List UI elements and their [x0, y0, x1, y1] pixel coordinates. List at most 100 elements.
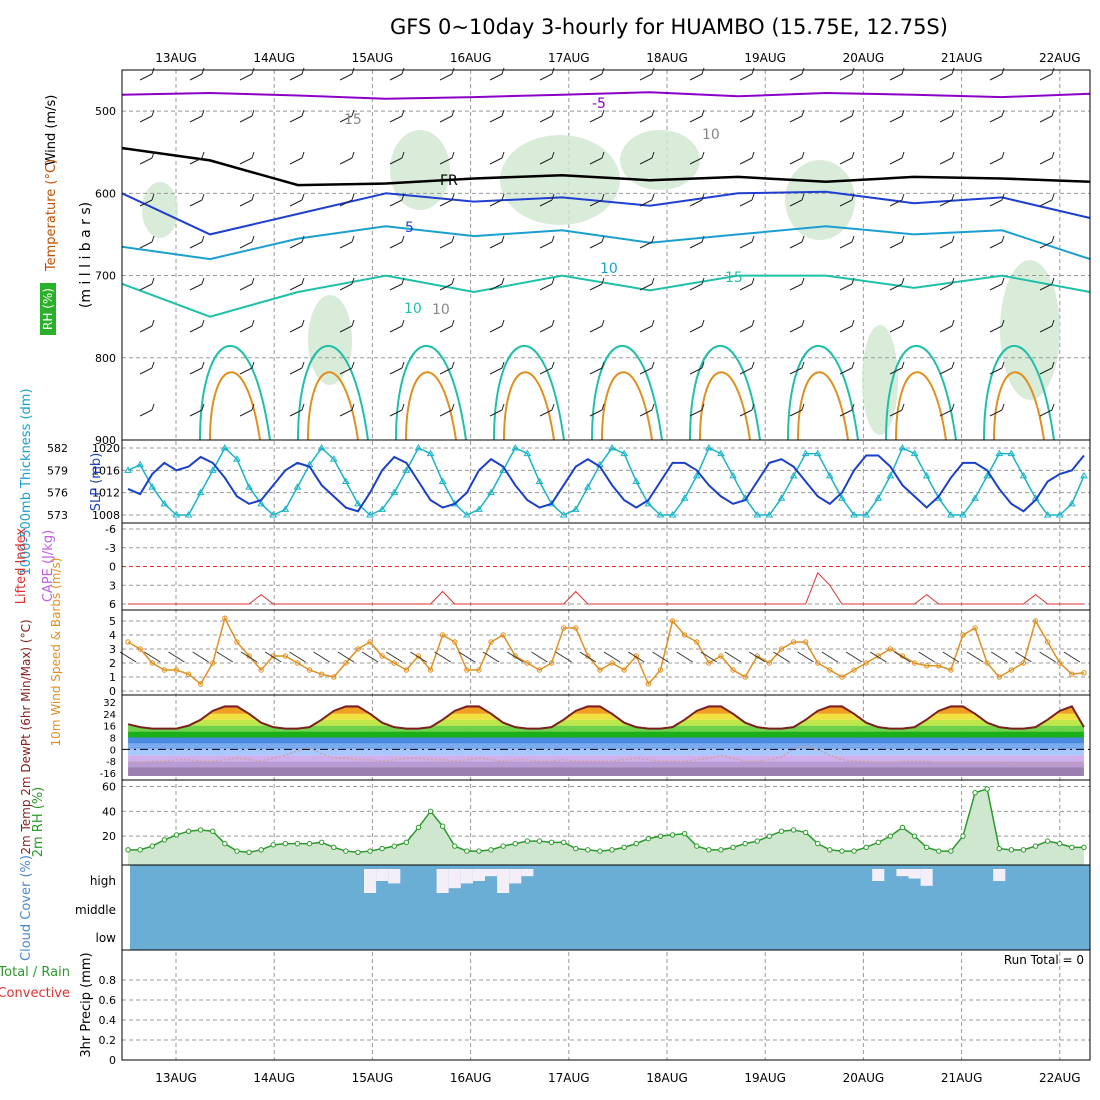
rh-point — [331, 844, 337, 851]
wind-barb — [801, 319, 805, 327]
wind-barb — [989, 283, 1003, 291]
rh-point — [609, 847, 615, 853]
rh-point — [137, 847, 143, 853]
slp-point — [838, 494, 846, 501]
warm-contour — [591, 345, 663, 441]
slp-point — [317, 444, 326, 451]
wind-barb — [501, 109, 505, 117]
wind-barb — [301, 403, 305, 411]
rh-point — [802, 829, 809, 836]
wind-barb — [489, 367, 503, 375]
wind-barb — [1001, 319, 1005, 327]
wind-barb — [651, 361, 655, 369]
date-label-bottom: 19AUG — [744, 1071, 786, 1085]
wind-speed-point — [960, 632, 966, 638]
cape-axis-label: CAPE (J/kg) — [41, 530, 56, 602]
wind-speed-point — [331, 674, 337, 680]
wind-barb — [151, 151, 155, 159]
wind-barb — [701, 319, 705, 327]
wind-barb-10m — [990, 651, 1008, 663]
wind-speed-point — [815, 660, 821, 666]
rh-tick: 40 — [102, 805, 116, 818]
rh-shade — [1000, 260, 1060, 400]
rh-point — [718, 847, 724, 853]
contour-label: 10 — [702, 127, 720, 143]
wind-speed-point — [984, 660, 990, 666]
wind-barb — [751, 109, 755, 117]
wind-barb — [339, 409, 353, 417]
isotherm-line — [121, 91, 1091, 100]
wind-barb — [739, 283, 753, 291]
wind-speed-point — [197, 681, 204, 687]
rh-point — [500, 843, 506, 849]
cloud-gap — [497, 869, 510, 893]
wind-speed-point — [1057, 660, 1063, 666]
wind-barb — [289, 157, 303, 165]
wind-barb — [389, 241, 403, 249]
precip-legend-total: Total / Rain — [0, 965, 70, 980]
wind-barb — [351, 151, 355, 159]
precip-tick: 0.6 — [99, 994, 117, 1007]
rh-legend-label: RH (%) — [41, 288, 55, 330]
wind-barb — [951, 193, 955, 201]
wind-barb — [151, 361, 155, 369]
contour-label: -5 — [592, 96, 606, 112]
rh-point — [875, 839, 881, 846]
date-label-top: 20AUG — [843, 51, 885, 65]
slp-point — [390, 488, 399, 496]
rh-point — [1020, 847, 1027, 853]
wind-barb — [239, 157, 253, 165]
slp-point — [208, 466, 217, 473]
wind-tick: 5 — [109, 615, 116, 628]
wind-barb — [239, 325, 253, 333]
wind-barb — [301, 151, 305, 159]
slp-point — [717, 449, 725, 457]
wind-barb — [601, 193, 605, 201]
wind-barb — [401, 151, 405, 159]
wind-barb — [1001, 109, 1005, 117]
wind-speed-point — [282, 653, 289, 659]
slp-tick: 1016 — [92, 464, 120, 477]
wind-barb — [939, 199, 953, 207]
wind-barb — [551, 277, 555, 285]
wind-barb — [989, 73, 1003, 81]
rh-point — [415, 824, 422, 831]
rh-tick: 20 — [102, 830, 116, 843]
rh-point — [766, 833, 773, 839]
wind-barb — [1051, 109, 1055, 117]
rh-point — [923, 844, 930, 851]
wind-barb — [651, 193, 655, 201]
temp-tick: 0 — [110, 745, 116, 756]
wind-barb-10m — [240, 651, 258, 663]
wind-barb — [439, 409, 453, 417]
wind-barb — [351, 361, 355, 369]
rh-point — [548, 839, 555, 846]
wind-speed-point — [258, 667, 264, 673]
wind-barb — [351, 67, 355, 75]
cloud-background — [130, 865, 1090, 950]
wind-barb — [489, 241, 503, 249]
wind-speed-point — [1032, 618, 1039, 624]
wind-barb-10m — [506, 651, 524, 663]
wind-barb — [901, 277, 905, 285]
wind-barb — [639, 199, 653, 207]
wind-barb — [839, 157, 853, 165]
date-label-bottom: 20AUG — [843, 1071, 885, 1085]
wind-barb — [889, 283, 903, 291]
thickness-line — [127, 454, 1085, 513]
wind-barb — [901, 235, 905, 243]
wind-barb-10m — [652, 651, 669, 663]
rh-area — [128, 788, 1084, 865]
slp-point — [608, 444, 616, 451]
wind-barb — [289, 283, 303, 291]
wind-barb — [201, 319, 205, 327]
wind-barb — [939, 157, 953, 165]
rh-point — [899, 824, 906, 831]
wind-barb — [1039, 409, 1053, 417]
slp-point — [172, 511, 181, 518]
wind-barb — [189, 409, 203, 417]
wind-barb — [689, 241, 703, 249]
wind-speed-point — [524, 660, 531, 666]
wind-barb — [589, 199, 603, 207]
rh-point — [851, 848, 857, 854]
